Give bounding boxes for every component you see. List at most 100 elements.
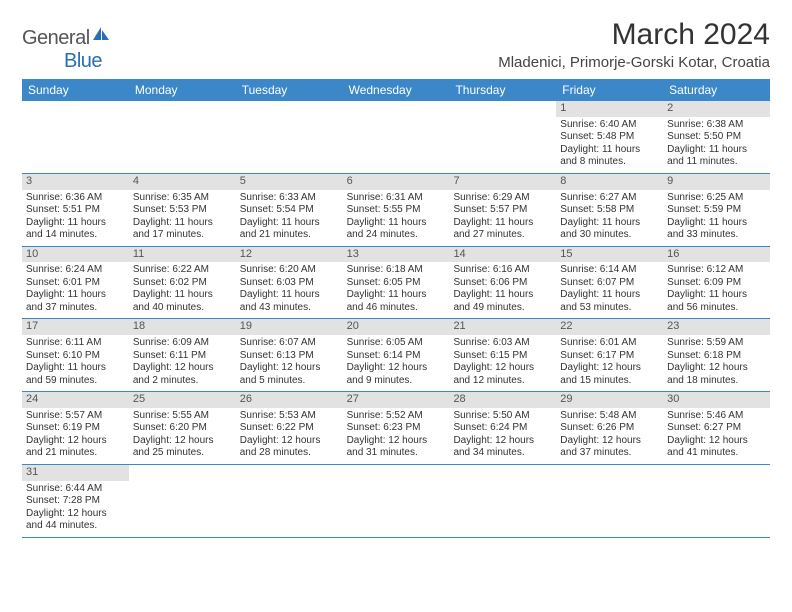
sunset-text: Sunset: 6:19 PM <box>26 422 125 435</box>
day2-text: and 56 minutes. <box>667 302 766 315</box>
day1-text: Daylight: 12 hours <box>347 435 446 448</box>
day-cell <box>22 101 129 173</box>
day-number: 31 <box>22 465 129 481</box>
logo-text: GeneralBlue <box>22 26 110 73</box>
sunrise-text: Sunrise: 6:18 AM <box>347 264 446 277</box>
day-cell: 6Sunrise: 6:31 AMSunset: 5:55 PMDaylight… <box>343 174 450 246</box>
day2-text: and 11 minutes. <box>667 156 766 169</box>
day-number: 23 <box>663 319 770 335</box>
sunset-text: Sunset: 6:11 PM <box>133 350 232 363</box>
sunrise-text: Sunrise: 6:05 AM <box>347 337 446 350</box>
day1-text: Daylight: 11 hours <box>347 217 446 230</box>
day-cell <box>343 465 450 537</box>
sunrise-text: Sunrise: 6:27 AM <box>560 192 659 205</box>
sunset-text: Sunset: 5:57 PM <box>453 204 552 217</box>
week-row: 1Sunrise: 6:40 AMSunset: 5:48 PMDaylight… <box>22 101 770 174</box>
day2-text: and 30 minutes. <box>560 229 659 242</box>
sunset-text: Sunset: 5:53 PM <box>133 204 232 217</box>
sunrise-text: Sunrise: 5:52 AM <box>347 410 446 423</box>
sunrise-text: Sunrise: 6:29 AM <box>453 192 552 205</box>
dayhead-thursday: Thursday <box>449 79 556 101</box>
day2-text: and 25 minutes. <box>133 447 232 460</box>
week-row: 3Sunrise: 6:36 AMSunset: 5:51 PMDaylight… <box>22 174 770 247</box>
day-cell: 16Sunrise: 6:12 AMSunset: 6:09 PMDayligh… <box>663 247 770 319</box>
sunset-text: Sunset: 6:03 PM <box>240 277 339 290</box>
day2-text: and 9 minutes. <box>347 375 446 388</box>
day-number: 14 <box>449 247 556 263</box>
day-cell: 13Sunrise: 6:18 AMSunset: 6:05 PMDayligh… <box>343 247 450 319</box>
sunrise-text: Sunrise: 6:01 AM <box>560 337 659 350</box>
day1-text: Daylight: 12 hours <box>453 435 552 448</box>
day-number: 7 <box>449 174 556 190</box>
day-number: 6 <box>343 174 450 190</box>
day1-text: Daylight: 12 hours <box>453 362 552 375</box>
day1-text: Daylight: 11 hours <box>667 144 766 157</box>
location: Mladenici, Primorje-Gorski Kotar, Croati… <box>498 54 770 71</box>
day-number: 24 <box>22 392 129 408</box>
day1-text: Daylight: 12 hours <box>667 362 766 375</box>
day2-text: and 14 minutes. <box>26 229 125 242</box>
sunset-text: Sunset: 5:59 PM <box>667 204 766 217</box>
sunset-text: Sunset: 6:20 PM <box>133 422 232 435</box>
day-cell: 25Sunrise: 5:55 AMSunset: 6:20 PMDayligh… <box>129 392 236 464</box>
day-number: 30 <box>663 392 770 408</box>
day-number: 8 <box>556 174 663 190</box>
day1-text: Daylight: 11 hours <box>133 289 232 302</box>
day-number: 18 <box>129 319 236 335</box>
day-number: 17 <box>22 319 129 335</box>
day-cell <box>129 101 236 173</box>
sunrise-text: Sunrise: 5:57 AM <box>26 410 125 423</box>
dayhead-tuesday: Tuesday <box>236 79 343 101</box>
sunset-text: Sunset: 6:02 PM <box>133 277 232 290</box>
day-number: 1 <box>556 101 663 117</box>
day1-text: Daylight: 12 hours <box>133 362 232 375</box>
day-number: 25 <box>129 392 236 408</box>
dayhead-saturday: Saturday <box>663 79 770 101</box>
weeks-container: 1Sunrise: 6:40 AMSunset: 5:48 PMDaylight… <box>22 101 770 538</box>
sunrise-text: Sunrise: 6:44 AM <box>26 483 125 496</box>
day-cell: 22Sunrise: 6:01 AMSunset: 6:17 PMDayligh… <box>556 319 663 391</box>
sunrise-text: Sunrise: 6:25 AM <box>667 192 766 205</box>
calendar-page: GeneralBlue March 2024 Mladenici, Primor… <box>0 0 792 556</box>
sunrise-text: Sunrise: 5:53 AM <box>240 410 339 423</box>
sunrise-text: Sunrise: 6:16 AM <box>453 264 552 277</box>
sunrise-text: Sunrise: 6:40 AM <box>560 119 659 132</box>
day-cell <box>236 465 343 537</box>
sunset-text: Sunset: 6:05 PM <box>347 277 446 290</box>
day-cell: 4Sunrise: 6:35 AMSunset: 5:53 PMDaylight… <box>129 174 236 246</box>
day2-text: and 49 minutes. <box>453 302 552 315</box>
day-cell: 2Sunrise: 6:38 AMSunset: 5:50 PMDaylight… <box>663 101 770 173</box>
sunset-text: Sunset: 6:13 PM <box>240 350 339 363</box>
day-number: 11 <box>129 247 236 263</box>
day-cell: 15Sunrise: 6:14 AMSunset: 6:07 PMDayligh… <box>556 247 663 319</box>
dayhead-wednesday: Wednesday <box>343 79 450 101</box>
sunrise-text: Sunrise: 5:46 AM <box>667 410 766 423</box>
day-number: 21 <box>449 319 556 335</box>
day2-text: and 53 minutes. <box>560 302 659 315</box>
day-number: 13 <box>343 247 450 263</box>
day1-text: Daylight: 11 hours <box>560 144 659 157</box>
sunset-text: Sunset: 6:10 PM <box>26 350 125 363</box>
day-number: 4 <box>129 174 236 190</box>
day-number: 2 <box>663 101 770 117</box>
day-cell: 31Sunrise: 6:44 AMSunset: 7:28 PMDayligh… <box>22 465 129 537</box>
sunset-text: Sunset: 5:51 PM <box>26 204 125 217</box>
sunset-text: Sunset: 6:14 PM <box>347 350 446 363</box>
day-number: 28 <box>449 392 556 408</box>
sunrise-text: Sunrise: 6:12 AM <box>667 264 766 277</box>
sunrise-text: Sunrise: 6:20 AM <box>240 264 339 277</box>
sunrise-text: Sunrise: 6:03 AM <box>453 337 552 350</box>
day1-text: Daylight: 12 hours <box>560 362 659 375</box>
day1-text: Daylight: 12 hours <box>240 435 339 448</box>
day2-text: and 37 minutes. <box>26 302 125 315</box>
day1-text: Daylight: 11 hours <box>240 289 339 302</box>
day2-text: and 24 minutes. <box>347 229 446 242</box>
day-cell <box>343 101 450 173</box>
day-cell: 30Sunrise: 5:46 AMSunset: 6:27 PMDayligh… <box>663 392 770 464</box>
day-number: 27 <box>343 392 450 408</box>
day-cell: 8Sunrise: 6:27 AMSunset: 5:58 PMDaylight… <box>556 174 663 246</box>
sunrise-text: Sunrise: 6:14 AM <box>560 264 659 277</box>
sunrise-text: Sunrise: 6:38 AM <box>667 119 766 132</box>
day-number: 19 <box>236 319 343 335</box>
sunrise-text: Sunrise: 5:50 AM <box>453 410 552 423</box>
